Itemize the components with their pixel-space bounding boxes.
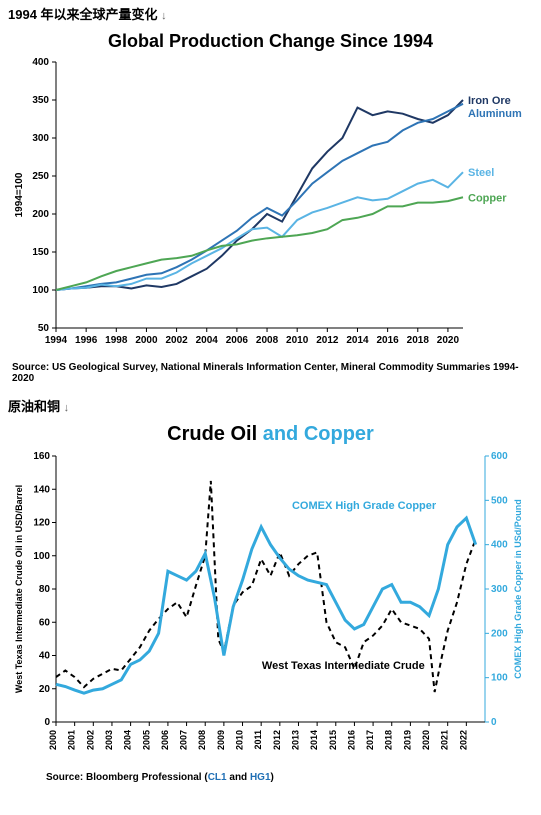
svg-text:Aluminum: Aluminum (468, 108, 522, 120)
src-mid: and (227, 772, 250, 783)
svg-text:Steel: Steel (468, 167, 494, 179)
svg-text:2015: 2015 (328, 730, 338, 750)
chart-2-title-pre: Crude Oil (167, 423, 263, 445)
svg-text:2016: 2016 (346, 730, 356, 750)
svg-text:160: 160 (33, 451, 50, 462)
arrow-icon: ↓ (64, 402, 70, 414)
svg-text:West Texas Intermediate Crude: West Texas Intermediate Crude (262, 660, 425, 672)
chart-1-source: Source: US Geological Survey, National M… (12, 362, 533, 384)
svg-text:350: 350 (32, 95, 49, 106)
chart-1-container: Global Production Change Since 1994 50 10… (8, 31, 533, 356)
svg-text:2022: 2022 (458, 730, 468, 750)
svg-text:400: 400 (491, 540, 508, 551)
svg-text:200: 200 (491, 628, 508, 639)
svg-text:2005: 2005 (141, 730, 151, 750)
svg-text:2004: 2004 (196, 335, 219, 346)
svg-text:2010: 2010 (235, 730, 245, 750)
svg-text:250: 250 (32, 171, 49, 182)
svg-text:60: 60 (39, 617, 51, 628)
chart-1-title: Global Production Change Since 1994 (8, 31, 533, 52)
src-link-2[interactable]: HG1 (250, 772, 271, 783)
caption-1: 1994 年以来全球产量变化 ↓ (8, 4, 533, 23)
svg-text:120: 120 (33, 518, 50, 529)
arrow-icon: ↓ (161, 10, 167, 22)
svg-text:2001: 2001 (67, 730, 77, 750)
svg-text:600: 600 (491, 451, 508, 462)
svg-text:2013: 2013 (290, 730, 300, 750)
chart-2-title-highlight: and Copper (263, 423, 374, 445)
svg-text:200: 200 (32, 209, 49, 220)
svg-text:100: 100 (491, 673, 508, 684)
svg-text:1996: 1996 (75, 335, 98, 346)
svg-text:Copper: Copper (468, 192, 507, 204)
svg-text:500: 500 (491, 495, 508, 506)
svg-text:2000: 2000 (48, 730, 58, 750)
svg-text:2008: 2008 (256, 335, 279, 346)
svg-text:1998: 1998 (105, 335, 128, 346)
svg-text:100: 100 (32, 285, 49, 296)
svg-text:2002: 2002 (85, 730, 95, 750)
svg-text:1994=100: 1994=100 (14, 172, 25, 217)
chart-1-svg: 50 100 150 200 250 300 350 400 1994 1996 1998 2000 2… (8, 56, 533, 356)
svg-text:2006: 2006 (160, 730, 170, 750)
svg-text:20: 20 (39, 684, 51, 695)
svg-text:2007: 2007 (179, 730, 189, 750)
svg-text:Iron Ore: Iron Ore (468, 95, 511, 107)
caption-2-text: 原油和铜 (8, 399, 60, 414)
src-pre: Source: Bloomberg Professional ( (46, 772, 208, 783)
svg-text:2010: 2010 (286, 335, 309, 346)
svg-text:2018: 2018 (407, 335, 430, 346)
svg-text:West Texas Intermediate Crude: West Texas Intermediate Crude Oil in USD… (14, 485, 24, 693)
svg-text:2014: 2014 (309, 730, 319, 750)
svg-text:2003: 2003 (104, 730, 114, 750)
svg-text:2012: 2012 (316, 335, 339, 346)
svg-text:2020: 2020 (437, 335, 460, 346)
svg-text:2019: 2019 (402, 730, 412, 750)
svg-text:2012: 2012 (272, 730, 282, 750)
svg-text:2011: 2011 (253, 730, 263, 750)
chart-2-source: Source: Bloomberg Professional (CL1 and … (46, 772, 533, 783)
svg-text:COMEX High Grade Copper: COMEX High Grade Copper (292, 500, 437, 512)
svg-text:300: 300 (491, 584, 508, 595)
svg-text:400: 400 (32, 57, 49, 68)
chart-2-title: Crude Oil and Copper (8, 423, 533, 446)
svg-text:0: 0 (491, 717, 497, 728)
svg-text:2017: 2017 (365, 730, 375, 750)
svg-text:140: 140 (33, 484, 50, 495)
svg-text:COMEX High Grade Copper in USd: COMEX High Grade Copper in USd/Pound (513, 499, 523, 679)
svg-text:2021: 2021 (440, 730, 450, 750)
page-root: 1994 年以来全球产量变化 ↓ Global Production Chang… (0, 0, 541, 815)
svg-text:80: 80 (39, 584, 51, 595)
svg-text:2014: 2014 (346, 335, 369, 346)
svg-text:150: 150 (32, 247, 49, 258)
svg-text:300: 300 (32, 133, 49, 144)
svg-text:2020: 2020 (421, 730, 431, 750)
svg-text:1994: 1994 (45, 335, 68, 346)
svg-text:2018: 2018 (384, 730, 394, 750)
svg-text:2009: 2009 (216, 730, 226, 750)
caption-2: 原油和铜 ↓ (8, 396, 533, 415)
svg-text:2004: 2004 (123, 730, 133, 750)
svg-text:2002: 2002 (165, 335, 188, 346)
svg-text:100: 100 (33, 551, 50, 562)
src-post: ) (271, 772, 274, 783)
svg-text:2008: 2008 (197, 730, 207, 750)
svg-text:2006: 2006 (226, 335, 249, 346)
chart-2-container: Crude Oil and Copper 0 20 40 60 80 100 120 140 1… (8, 423, 533, 783)
svg-text:2000: 2000 (135, 335, 158, 346)
svg-text:50: 50 (38, 323, 50, 334)
svg-text:2016: 2016 (377, 335, 400, 346)
chart-2-svg: 0 20 40 60 80 100 120 140 160 0 100 200 300 400 500 600… (8, 450, 533, 770)
src-link-1[interactable]: CL1 (208, 772, 227, 783)
caption-1-text: 1994 年以来全球产量变化 (8, 7, 158, 22)
svg-text:40: 40 (39, 651, 51, 662)
svg-text:0: 0 (44, 717, 50, 728)
